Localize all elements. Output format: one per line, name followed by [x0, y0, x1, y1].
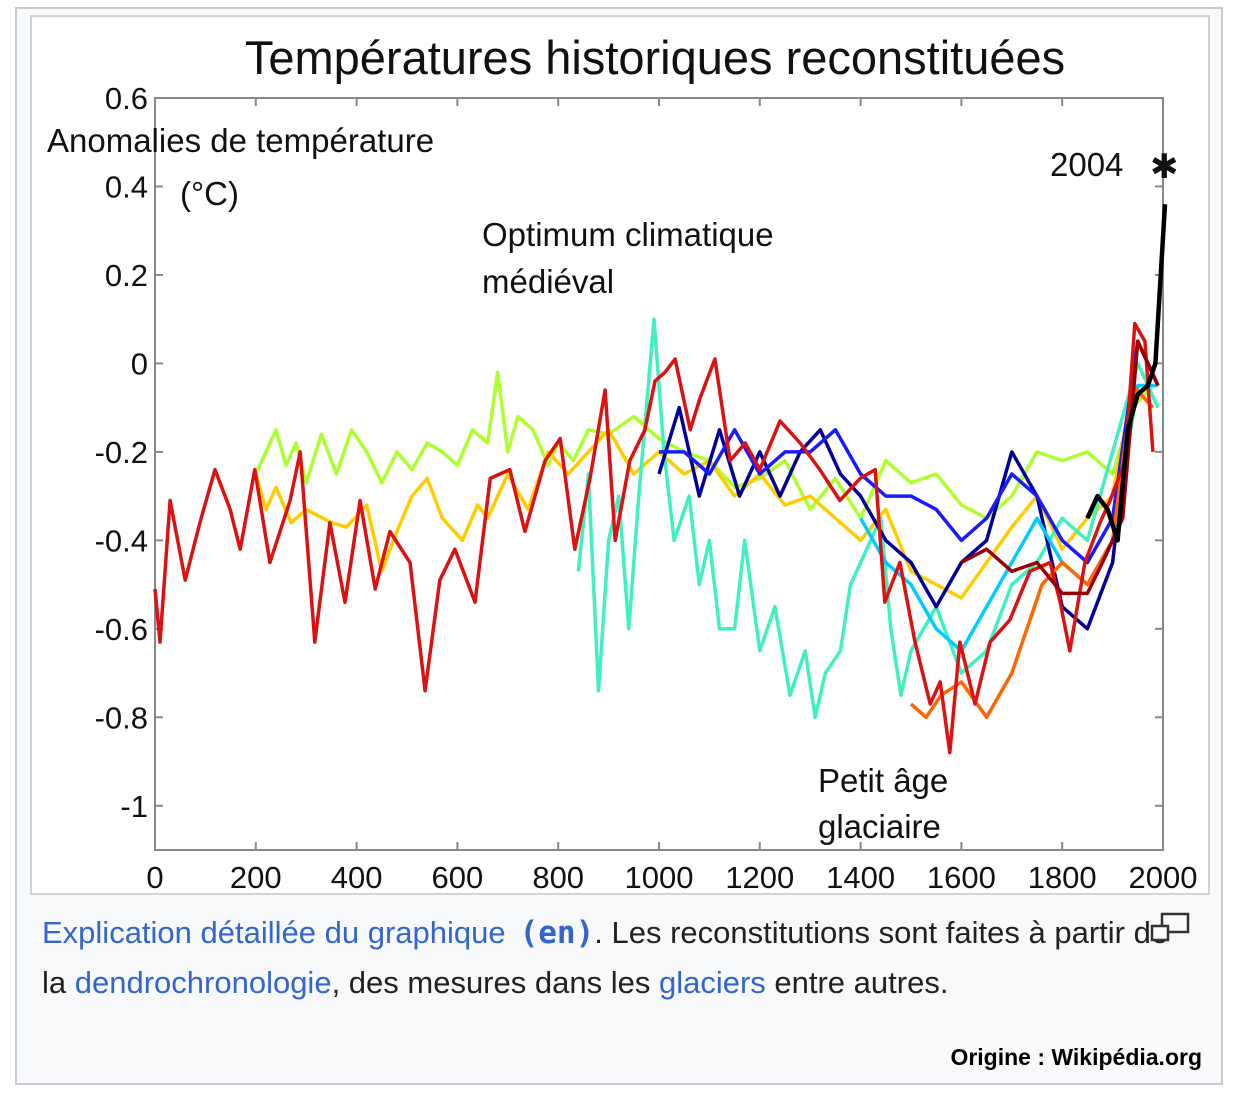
annotation-little-ice-age: Petit âge — [818, 762, 948, 799]
annotation-little-ice-age-2: glaciaire — [818, 808, 941, 845]
y-tick-label: -1 — [120, 789, 148, 824]
series-line-2 — [576, 317, 1160, 720]
temperature-chart: 0 200 400 600 800 1000 1200 1400 1600 1800 2000 0.6… — [47, 31, 1198, 895]
y-tick-label: -0.8 — [95, 700, 148, 735]
lang-en-link[interactable]: (en) — [519, 915, 595, 951]
series-line-7 — [153, 321, 1155, 755]
enlarge-icon[interactable] — [1150, 912, 1190, 944]
series-line-3 — [657, 339, 1160, 631]
x-tick-label: 2000 — [1129, 860, 1198, 895]
y-tick-label: 0.6 — [105, 81, 148, 116]
annotation-2004: 2004 — [1050, 146, 1123, 183]
caption-text-3: entre autres. — [765, 965, 949, 1000]
dendrochronologie-link[interactable]: dendrochronologie — [74, 965, 332, 1000]
x-tick-label: 800 — [532, 860, 584, 895]
x-tick-label: 1600 — [927, 860, 996, 895]
y-axis-label: Anomalies de température — [47, 122, 434, 159]
x-tick-label: 200 — [230, 860, 282, 895]
x-tick-label: 600 — [432, 860, 484, 895]
x-tick-label: 1000 — [625, 860, 694, 895]
caption: Explication détaillée du graphique (en). … — [42, 908, 1192, 1008]
y-tick-label: 0.2 — [105, 258, 148, 293]
origin-credit: Origine : Wikipédia.org — [950, 1044, 1202, 1070]
x-tick-label: 1400 — [826, 860, 895, 895]
y-tick-label: -0.2 — [95, 435, 148, 470]
y-tick-label: -0.6 — [95, 612, 148, 647]
series-line-9 — [1085, 204, 1168, 543]
star-marker-icon: ✱ — [1150, 148, 1179, 186]
y-axis-unit: (°C) — [180, 175, 239, 212]
series-line-8 — [960, 339, 1160, 596]
chart-title: Températures historiques reconstituées — [245, 31, 1065, 84]
annotation-medieval: Optimum climatique — [482, 216, 774, 253]
y-tick-label: 0 — [131, 346, 148, 381]
series-line-0 — [254, 370, 1155, 520]
x-tick-label: 0 — [146, 860, 163, 895]
explanation-link[interactable]: Explication détaillée du graphique — [42, 915, 506, 950]
x-tick-label: 400 — [331, 860, 383, 895]
annotation-medieval-2: médiéval — [482, 263, 614, 300]
x-tick-label: 1800 — [1028, 860, 1097, 895]
series-line-1 — [254, 383, 1155, 600]
y-tick-label: -0.4 — [95, 523, 148, 558]
x-tick-label: 1200 — [725, 860, 794, 895]
y-tick-label: 0.4 — [105, 169, 148, 204]
caption-text: . Les reconstitutions sont faites à part… — [42, 915, 1169, 1000]
glaciers-link[interactable]: glaciers — [658, 965, 766, 1000]
caption-text-2: , des mesures dans les — [331, 965, 659, 1000]
